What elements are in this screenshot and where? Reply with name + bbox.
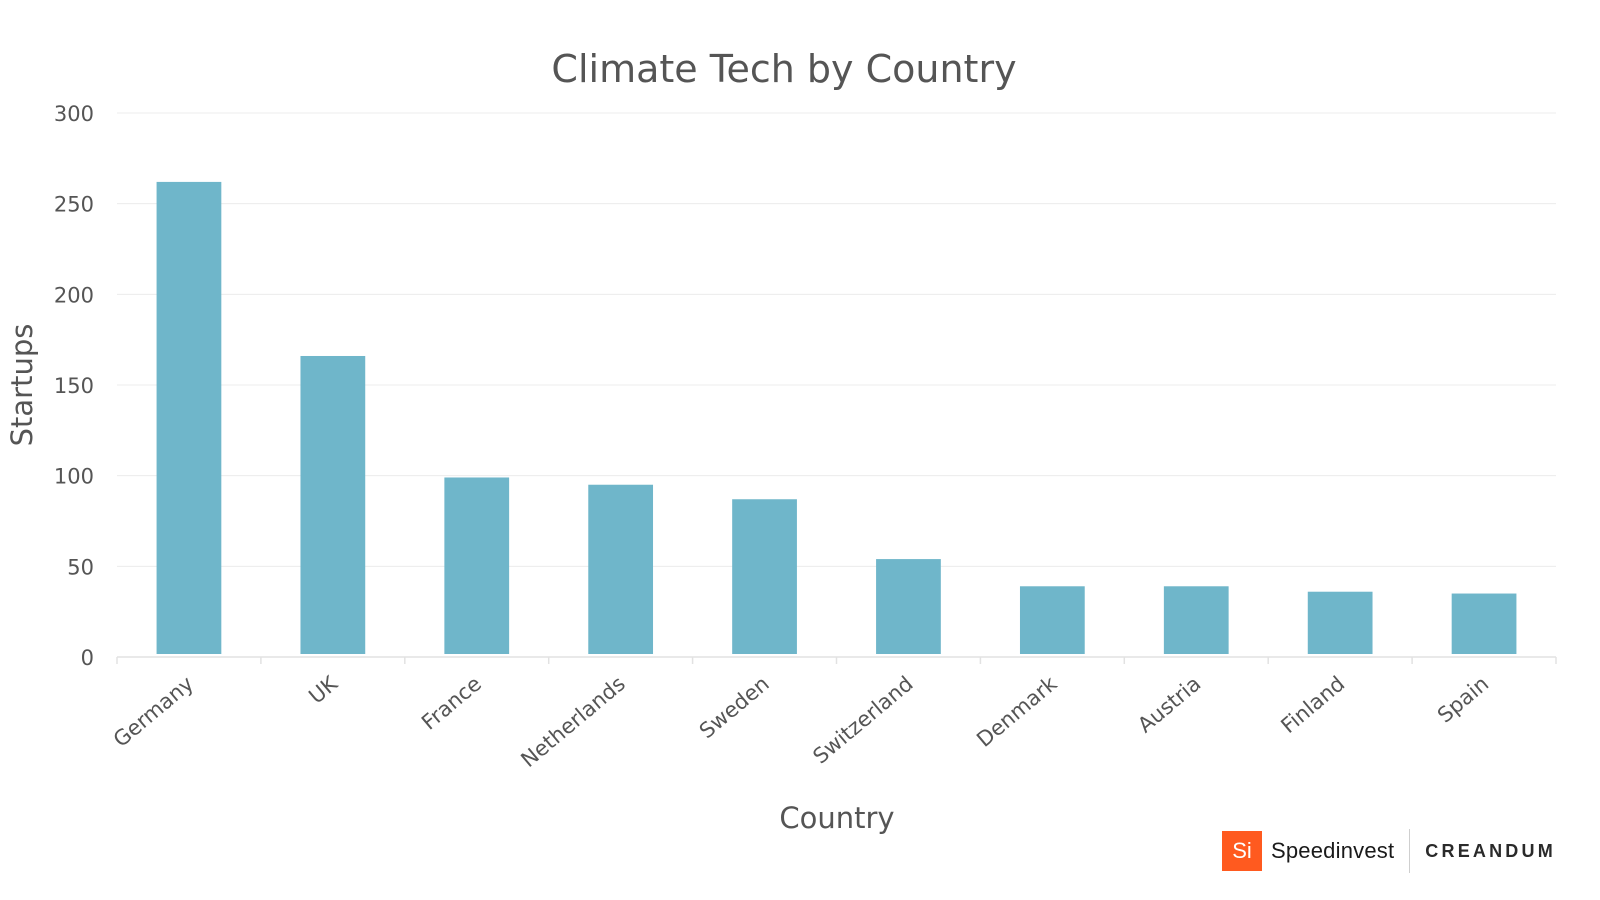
x-tick-label: Netherlands [516, 671, 629, 772]
y-tick-label: 300 [54, 102, 94, 126]
bar-switzerland [876, 559, 941, 654]
y-tick-label: 250 [54, 193, 94, 217]
sponsor-logos: Si Speedinvest CREANDUM [1222, 829, 1556, 873]
axis-layer: 0 50 100 150 200 250 300 Germany UK France Netherl… [54, 102, 1557, 772]
x-tick-label: Finland [1276, 671, 1349, 738]
y-tick-label: 150 [54, 374, 94, 398]
chart-title: Climate Tech by Country [551, 47, 1016, 91]
x-axis-title: Country [779, 801, 894, 835]
bar-austria [1163, 586, 1229, 654]
x-tick-label: France [417, 671, 486, 734]
y-axis-title: Startups [5, 324, 39, 447]
y-tick-label: 200 [54, 283, 94, 307]
x-tick-label: Denmark [972, 671, 1062, 752]
speedinvest-logo-icon: Si [1222, 831, 1262, 871]
bar-france [444, 477, 510, 654]
x-tick-label: Germany [109, 671, 198, 751]
bar-denmark [1019, 586, 1085, 654]
y-tick-label: 0 [81, 646, 94, 670]
y-tick-label: 50 [67, 555, 94, 579]
bar-sweden [732, 499, 797, 654]
bar-uk [300, 355, 366, 654]
x-tick-label: Sweden [695, 671, 774, 743]
speedinvest-wordmark: Speedinvest [1271, 838, 1395, 863]
bar-germany [156, 181, 222, 654]
bar-layer [156, 181, 1517, 654]
x-tick-label: Switzerland [808, 671, 917, 768]
x-tick-label: Spain [1433, 671, 1493, 727]
creandum-wordmark: CREANDUM [1425, 840, 1556, 861]
bar-netherlands [588, 484, 654, 654]
x-tick-label: Austria [1133, 671, 1205, 737]
x-tick-label: UK [304, 671, 343, 709]
y-tick-label: 100 [54, 465, 94, 489]
bar-spain [1451, 593, 1517, 654]
logo-divider [1409, 829, 1411, 873]
bar-finland [1307, 591, 1373, 654]
